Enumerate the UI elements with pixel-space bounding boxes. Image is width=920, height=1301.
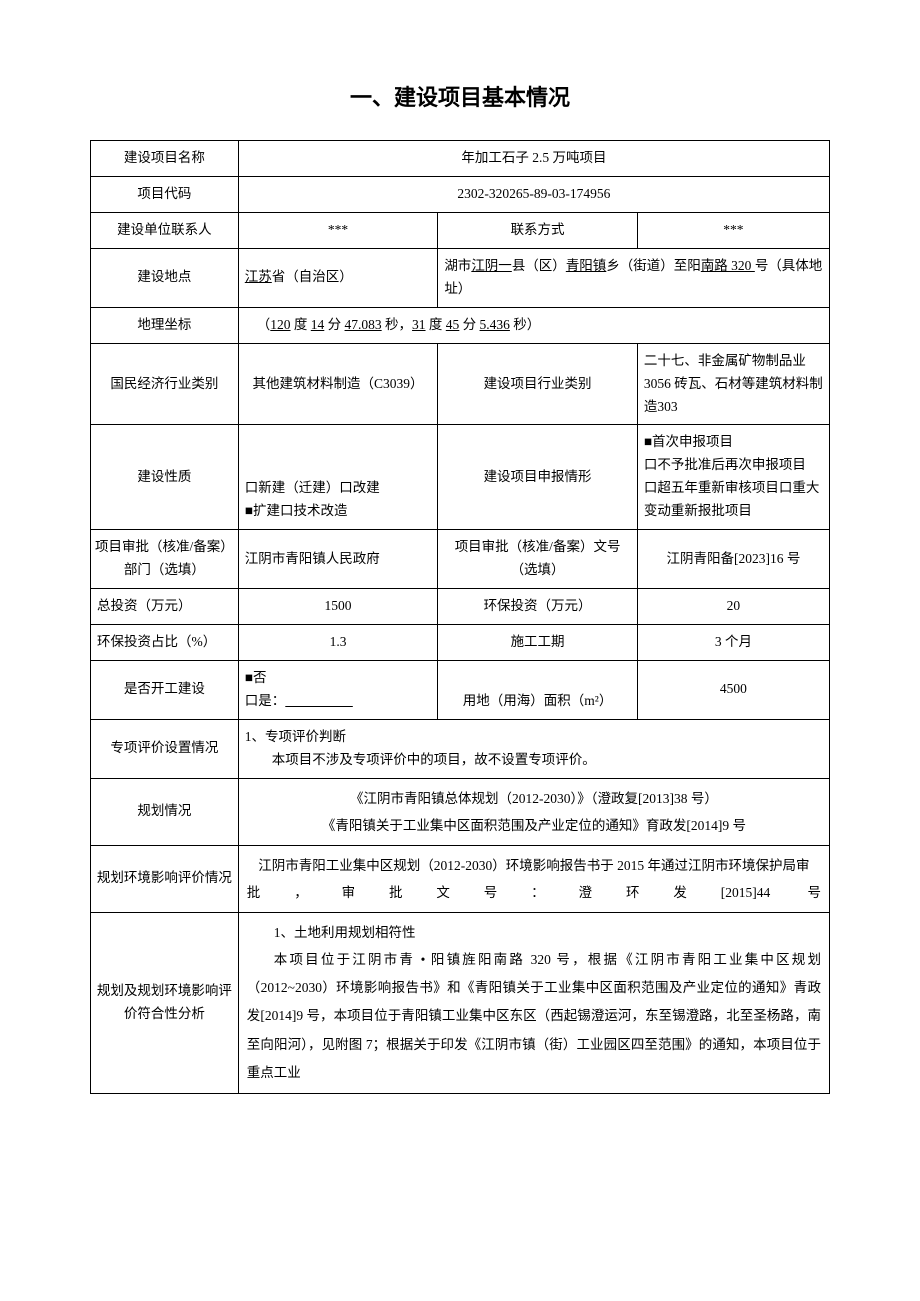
cell-value: 1、土地利用规划相符性 本项目位于江阴市青 • 阳镇旌阳南路 320 号，根据《… — [238, 912, 829, 1094]
cell-label: 建设项目行业类别 — [438, 343, 638, 425]
text: 乡（街道）至阳 — [606, 258, 701, 273]
text: 秒） — [510, 317, 540, 332]
cell-value: 二十七、非金属矿物制品业3056 砖瓦、石材等建筑材料制造303 — [637, 343, 829, 425]
cell-label: 总投资（万元） — [91, 589, 239, 625]
table-row: 建设项目名称 年加工石子 2.5 万吨项目 — [91, 141, 830, 177]
cell-label: 环保投资占比（%） — [91, 625, 239, 661]
cell-value: 湖市江阴一县（区）青阳镇乡（街道）至阳南路 320 号（具体地址） — [438, 248, 830, 307]
cell-label: 联系方式 — [438, 212, 638, 248]
table-row: 建设单位联系人 *** 联系方式 *** — [91, 212, 830, 248]
cell-value: 年加工石子 2.5 万吨项目 — [238, 141, 829, 177]
cell-value: 3 个月 — [637, 625, 829, 661]
text: 江阴一 — [471, 258, 512, 273]
cell-label: 地理坐标 — [91, 307, 239, 343]
text: 分 — [459, 317, 479, 332]
table-row: 国民经济行业类别 其他建筑材料制造（C3039） 建设项目行业类别 二十七、非金… — [91, 343, 830, 425]
cell-value: （120 度 14 分 47.083 秒，31 度 45 分 5.436 秒） — [238, 307, 829, 343]
text: （ — [257, 317, 271, 332]
table-row: 环保投资占比（%） 1.3 施工工期 3 个月 — [91, 625, 830, 661]
table-row: 建设性质 口新建（迁建）口改建 ■扩建口技术改造 建设项目申报情形 ■首次申报项… — [91, 425, 830, 530]
cell-value: 江苏省（自治区） — [238, 248, 438, 307]
cell-label: 规划情况 — [91, 778, 239, 845]
table-row: 专项评价设置情况 1、专项评价判断 本项目不涉及专项评价中的项目，故不设置专项评… — [91, 719, 830, 778]
cell-value: 江阴市青阳镇人民政府 — [238, 530, 438, 589]
text: 湖市 — [444, 258, 471, 273]
cell-value: ■首次申报项目 口不予批准后再次申报项目 口超五年重新审核项目口重大变动重新报批… — [637, 425, 829, 530]
text: 县（区） — [512, 258, 566, 273]
text: 江阴市青阳工业集中区规划（2012-2030）环境影响报告书于 2015 年通过… — [247, 852, 821, 906]
cell-value: *** — [637, 212, 829, 248]
cell-value: 《江阴市青阳镇总体规划（2012-2030）》（澄政复[2013]38 号） 《… — [238, 778, 829, 845]
cell-label: 项目审批（核准/备案）部门（选填） — [91, 530, 239, 589]
text: 120 — [270, 317, 290, 332]
text: 度 — [291, 317, 311, 332]
table-row: 规划环境影响评价情况 江阴市青阳工业集中区规划（2012-2030）环境影响报告… — [91, 845, 830, 912]
text: 秒， — [382, 317, 412, 332]
table-row: 地理坐标 （120 度 14 分 47.083 秒，31 度 45 分 5.43… — [91, 307, 830, 343]
text: 度 — [426, 317, 446, 332]
cell-label: 施工工期 — [438, 625, 638, 661]
table-row: 总投资（万元） 1500 环保投资（万元） 20 — [91, 589, 830, 625]
text: 《青阳镇关于工业集中区面积范围及产业定位的通知》育政发[2014]9 号 — [247, 812, 821, 839]
cell-value: 1.3 — [238, 625, 438, 661]
text — [285, 693, 353, 708]
cell-label: 国民经济行业类别 — [91, 343, 239, 425]
text: 45 — [446, 317, 460, 332]
table-row: 规划及规划环境影响评价符合性分析 1、土地利用规划相符性 本项目位于江阴市青 •… — [91, 912, 830, 1094]
text: 分 — [324, 317, 344, 332]
cell-label: 专项评价设置情况 — [91, 719, 239, 778]
text: 省（自治区） — [272, 269, 353, 284]
cell-value: 2302-320265-89-03-174956 — [238, 176, 829, 212]
cell-label: 建设项目申报情形 — [438, 425, 638, 530]
cell-value: 江阴市青阳工业集中区规划（2012-2030）环境影响报告书于 2015 年通过… — [238, 845, 829, 912]
table-row: 是否开工建设 ■否 口是： 用地（用海）面积（m²） 4500 — [91, 660, 830, 719]
cell-label: 建设性质 — [91, 425, 239, 530]
cell-value: 口新建（迁建）口改建 ■扩建口技术改造 — [238, 425, 438, 530]
cell-label: 是否开工建设 — [91, 660, 239, 719]
text: 1、专项评价判断 — [245, 726, 823, 749]
text: 江苏 — [245, 269, 272, 284]
cell-label: 环保投资（万元） — [438, 589, 638, 625]
table-row: 建设地点 江苏省（自治区） 湖市江阴一县（区）青阳镇乡（街道）至阳南路 320 … — [91, 248, 830, 307]
cell-label: 项目审批（核准/备案）文号（选填） — [438, 530, 638, 589]
text: 47.083 — [345, 317, 382, 332]
text: 青阳镇 — [566, 258, 607, 273]
text: 5.436 — [480, 317, 510, 332]
page-title: 一、建设项目基本情况 — [90, 80, 830, 112]
cell-value: ■否 口是： — [238, 660, 438, 719]
text: 14 — [311, 317, 325, 332]
cell-value: *** — [238, 212, 438, 248]
table-row: 项目代码 2302-320265-89-03-174956 — [91, 176, 830, 212]
text: 1、土地利用规划相符性 — [247, 919, 821, 946]
table-row: 规划情况 《江阴市青阳镇总体规划（2012-2030）》（澄政复[2013]38… — [91, 778, 830, 845]
cell-value: 20 — [637, 589, 829, 625]
text: ■否 — [245, 670, 267, 685]
cell-label: 项目代码 — [91, 176, 239, 212]
cell-value: 4500 — [637, 660, 829, 719]
cell-label: 规划及规划环境影响评价符合性分析 — [91, 912, 239, 1094]
cell-label: 建设地点 — [91, 248, 239, 307]
text: 口是： — [245, 693, 286, 708]
text: 南路 320 — [701, 258, 755, 273]
project-info-table: 建设项目名称 年加工石子 2.5 万吨项目 项目代码 2302-320265-8… — [90, 140, 830, 1094]
cell-label: 用地（用海）面积（m²） — [438, 660, 638, 719]
cell-label: 建设项目名称 — [91, 141, 239, 177]
text: 《江阴市青阳镇总体规划（2012-2030）》（澄政复[2013]38 号） — [247, 785, 821, 812]
text: 本项目不涉及专项评价中的项目，故不设置专项评价。 — [245, 749, 823, 772]
table-row: 项目审批（核准/备案）部门（选填） 江阴市青阳镇人民政府 项目审批（核准/备案）… — [91, 530, 830, 589]
cell-value: 1、专项评价判断 本项目不涉及专项评价中的项目，故不设置专项评价。 — [238, 719, 829, 778]
text: 本项目位于江阴市青 • 阳镇旌阳南路 320 号，根据《江阴市青阳工业集中区规划… — [247, 946, 821, 1088]
text: 31 — [412, 317, 426, 332]
cell-label: 规划环境影响评价情况 — [91, 845, 239, 912]
cell-value: 江阴青阳备[2023]16 号 — [637, 530, 829, 589]
cell-value: 1500 — [238, 589, 438, 625]
cell-label: 建设单位联系人 — [91, 212, 239, 248]
cell-value: 其他建筑材料制造（C3039） — [238, 343, 438, 425]
